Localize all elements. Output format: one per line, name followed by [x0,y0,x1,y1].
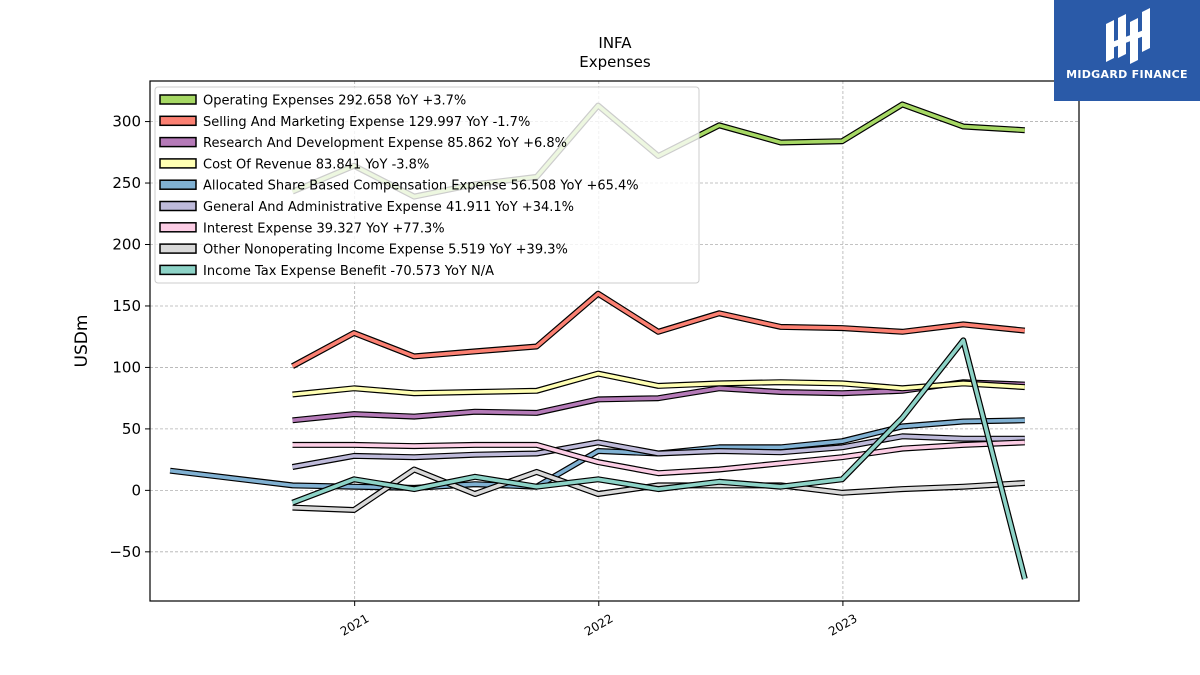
plot-frame [149,80,1080,602]
y-tick-label: 300 [112,113,141,131]
series-line [292,440,1025,476]
midgard-finance-logo: MIDGARD FINANCE [1054,0,1200,101]
y-tick-label: 0 [131,481,141,499]
series-cost-of-revenue [292,370,1025,398]
series-line [292,434,1025,469]
legend-entry: Allocated Share Based Compensation Expen… [203,179,639,194]
legend-entry: Interest Expense 39.327 YoY +77.3% [203,221,445,236]
legend-swatch [159,264,197,276]
legend-swatch [159,115,197,127]
y-tick-label: −50 [109,543,141,561]
legend-swatch [159,94,197,105]
y-tick-label: 250 [112,174,141,192]
legend-entry: General And Administrative Expense 41.91… [203,200,574,215]
legend-box [154,86,700,284]
legend-swatch [159,200,197,212]
series-line [291,291,1025,368]
y-tick-label: 100 [112,358,141,376]
legend-swatch [159,243,197,254]
series-line [292,371,1025,397]
legend-entry: Selling And Marketing Expense 129.997 Yo… [203,115,530,130]
logo-text: MIDGARD FINANCE [1066,68,1188,81]
series-interest-expense [292,439,1025,477]
series-layer [169,101,1028,580]
legend-entry: Research And Development Expense 85.862 … [203,136,567,151]
y-tick-label: 200 [112,235,141,253]
series-line [291,338,1027,580]
legend-swatch [159,222,197,233]
y-axis-ticks: −50 0 50 100 150 200 250 300 [109,113,150,561]
series-line [292,467,1025,512]
series-general-and-administrative-expense [291,433,1025,470]
chart-subtitle: Expenses [579,53,651,71]
x-tick-label: 2023 [826,611,859,638]
x-axis-ticks: 2021 2022 2023 [338,601,860,639]
series-other-nonoperating-income-expense [292,466,1025,513]
series-line-outline [291,433,1025,470]
logo-mark-icon [1106,8,1150,64]
series-selling-and-marketing-expense [291,290,1026,369]
legend-swatch [159,158,197,169]
y-axis-label: USDm [72,315,92,368]
legend-entry: Income Tax Expense Benefit -70.573 YoY N… [203,264,494,279]
legend: Operating Expenses 292.658 YoY +3.7% Sell… [154,86,700,284]
legend-entry: Operating Expenses 292.658 YoY +3.7% [203,94,466,109]
chart-title: INFA [598,34,632,52]
legend-swatch [159,136,197,148]
legend-entry: Other Nonoperating Income Expense 5.519 … [203,243,568,258]
x-tick-label: 2021 [338,611,371,638]
series-income-tax-expense-benefit [291,337,1028,580]
y-tick-label: 50 [122,420,141,438]
x-tick-label: 2022 [582,611,615,638]
legend-swatch [159,179,197,190]
legend-entry: Cost Of Revenue 83.841 YoY -3.8% [203,157,429,172]
y-tick-label: 150 [112,297,141,315]
